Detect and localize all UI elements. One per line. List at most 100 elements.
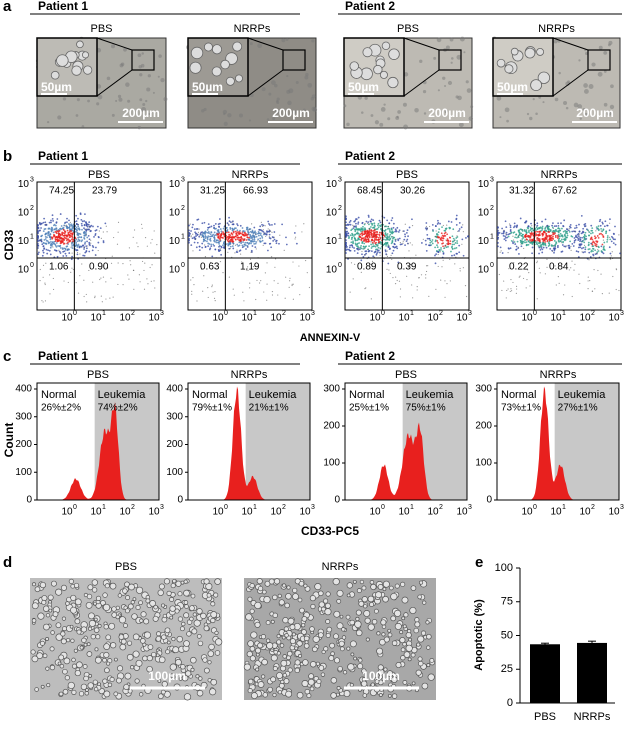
event-dot bbox=[234, 230, 237, 233]
tick-label-exponent: 0 bbox=[533, 504, 537, 511]
event-dot bbox=[70, 258, 73, 261]
event-dot bbox=[497, 236, 499, 239]
event-dot bbox=[368, 223, 370, 226]
event-dot bbox=[264, 225, 266, 227]
event-dot bbox=[295, 225, 297, 227]
event-dot bbox=[584, 246, 587, 249]
event-dot bbox=[445, 246, 448, 249]
event-dot bbox=[57, 245, 59, 247]
event-dot bbox=[188, 224, 190, 227]
event-dot bbox=[535, 233, 538, 235]
cell bbox=[125, 595, 131, 601]
event-dot bbox=[368, 245, 370, 248]
event-dot bbox=[242, 241, 244, 243]
event-dot bbox=[608, 292, 610, 294]
event-dot bbox=[266, 262, 268, 264]
cell bbox=[47, 594, 54, 601]
event-dot bbox=[292, 283, 294, 285]
cell bbox=[215, 638, 223, 646]
event-dot bbox=[363, 237, 365, 239]
event-dot bbox=[94, 295, 96, 297]
event-dot bbox=[608, 236, 611, 238]
event-dot bbox=[367, 216, 370, 218]
event-dot bbox=[60, 225, 63, 227]
scale-label: 200µm bbox=[122, 106, 160, 120]
tick-label-base: 10 bbox=[270, 313, 282, 324]
cell bbox=[355, 609, 362, 616]
event-dot bbox=[188, 231, 190, 234]
cell bbox=[272, 666, 278, 671]
event-dot bbox=[301, 231, 303, 233]
event-dot bbox=[454, 242, 457, 244]
cell bbox=[108, 622, 116, 630]
event-dot bbox=[451, 235, 454, 238]
cell bbox=[111, 113, 115, 117]
event-dot bbox=[376, 251, 379, 253]
event-dot bbox=[81, 228, 83, 231]
event-dot bbox=[557, 227, 560, 229]
cell bbox=[361, 111, 364, 114]
event-dot bbox=[71, 267, 73, 269]
event-dot bbox=[66, 227, 68, 230]
cell bbox=[325, 632, 331, 638]
event-dot bbox=[557, 222, 560, 225]
event-dot bbox=[285, 243, 288, 246]
event-dot bbox=[534, 230, 537, 233]
cell bbox=[183, 579, 188, 584]
event-dot bbox=[154, 287, 156, 289]
event-dot bbox=[544, 244, 547, 247]
tick-label-exponent: 0 bbox=[533, 310, 537, 317]
cell bbox=[330, 651, 335, 656]
cell bbox=[257, 43, 263, 49]
event-dot bbox=[503, 229, 505, 232]
cell bbox=[58, 691, 64, 697]
cell bbox=[32, 582, 36, 587]
event-dot bbox=[203, 231, 205, 234]
event-dot bbox=[80, 219, 83, 221]
quadrant-percent: 0.39 bbox=[397, 262, 417, 273]
event-dot bbox=[528, 234, 530, 237]
event-dot bbox=[560, 222, 562, 225]
cell bbox=[93, 627, 100, 633]
cell bbox=[389, 585, 394, 591]
event-dot bbox=[521, 238, 524, 240]
cell bbox=[249, 608, 255, 614]
event-dot bbox=[146, 278, 148, 280]
event-dot bbox=[405, 240, 408, 243]
event-dot bbox=[245, 239, 248, 241]
event-dot bbox=[277, 294, 279, 296]
cell bbox=[46, 683, 51, 688]
zoom-line bbox=[96, 69, 133, 97]
event-dot bbox=[227, 235, 230, 238]
cell bbox=[118, 634, 125, 640]
event-dot bbox=[244, 241, 247, 244]
event-dot bbox=[603, 241, 606, 244]
event-dot bbox=[442, 237, 445, 240]
event-dot bbox=[232, 247, 235, 250]
y-tick-label: 0 bbox=[26, 495, 32, 506]
event-dot bbox=[555, 284, 557, 286]
cell bbox=[413, 627, 419, 634]
event-dot bbox=[370, 247, 373, 249]
cell bbox=[270, 654, 278, 662]
event-dot bbox=[606, 238, 609, 241]
event-dot bbox=[430, 240, 433, 243]
event-dot bbox=[45, 242, 47, 245]
event-dot bbox=[544, 227, 547, 230]
event-dot bbox=[294, 236, 297, 238]
cell bbox=[62, 688, 69, 695]
event-dot bbox=[275, 242, 278, 245]
event-dot bbox=[357, 221, 360, 224]
event-dot bbox=[59, 240, 62, 243]
event-dot bbox=[462, 267, 465, 269]
event-dot bbox=[151, 264, 153, 266]
event-dot bbox=[240, 237, 243, 240]
event-dot bbox=[99, 227, 102, 230]
event-dot bbox=[510, 278, 512, 281]
event-dot bbox=[89, 230, 92, 233]
inset-cell bbox=[225, 76, 235, 86]
quadrant-percent: 1.06 bbox=[49, 262, 69, 273]
event-dot bbox=[353, 237, 356, 240]
event-dot bbox=[566, 228, 569, 231]
cell bbox=[179, 626, 185, 632]
